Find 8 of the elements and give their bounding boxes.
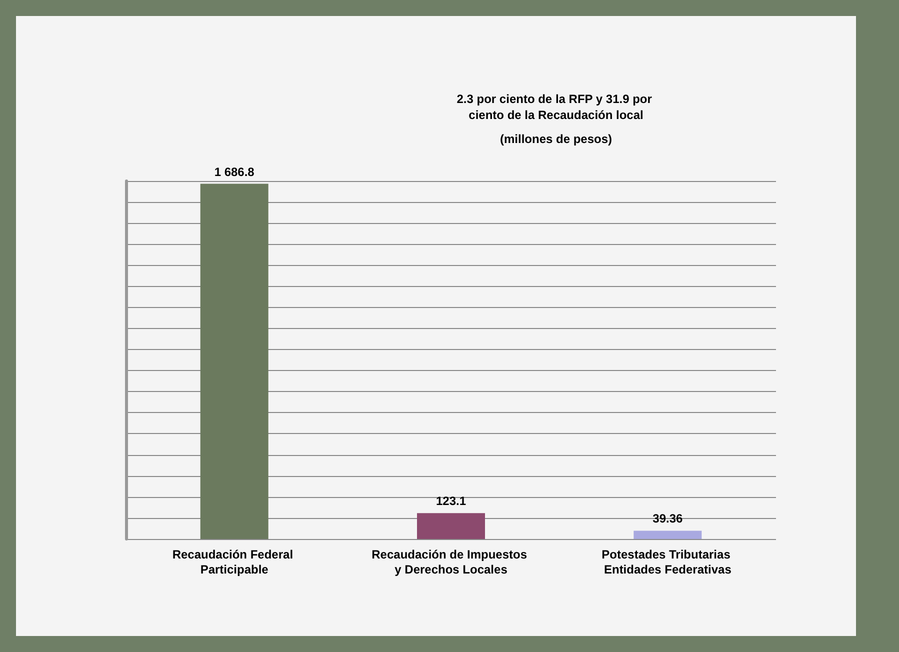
- x-tick-label: Recaudación de Impuestos y Derechos Locales: [372, 548, 530, 576]
- chart-subtitle: (millones de pesos): [500, 132, 612, 146]
- chart-title: 2.3 por ciento de la RFP y 31.9 por ciento de la Recaudación local: [456, 92, 656, 122]
- data-label: 1 686.8: [214, 164, 255, 179]
- x-tick-label: Recaudación Federal Participable: [172, 548, 296, 576]
- x-tick-label: Potestades Tributarias Entidades Federativas: [602, 548, 734, 576]
- data-label: 39.36: [652, 512, 684, 526]
- data-label: 123.1: [436, 494, 466, 508]
